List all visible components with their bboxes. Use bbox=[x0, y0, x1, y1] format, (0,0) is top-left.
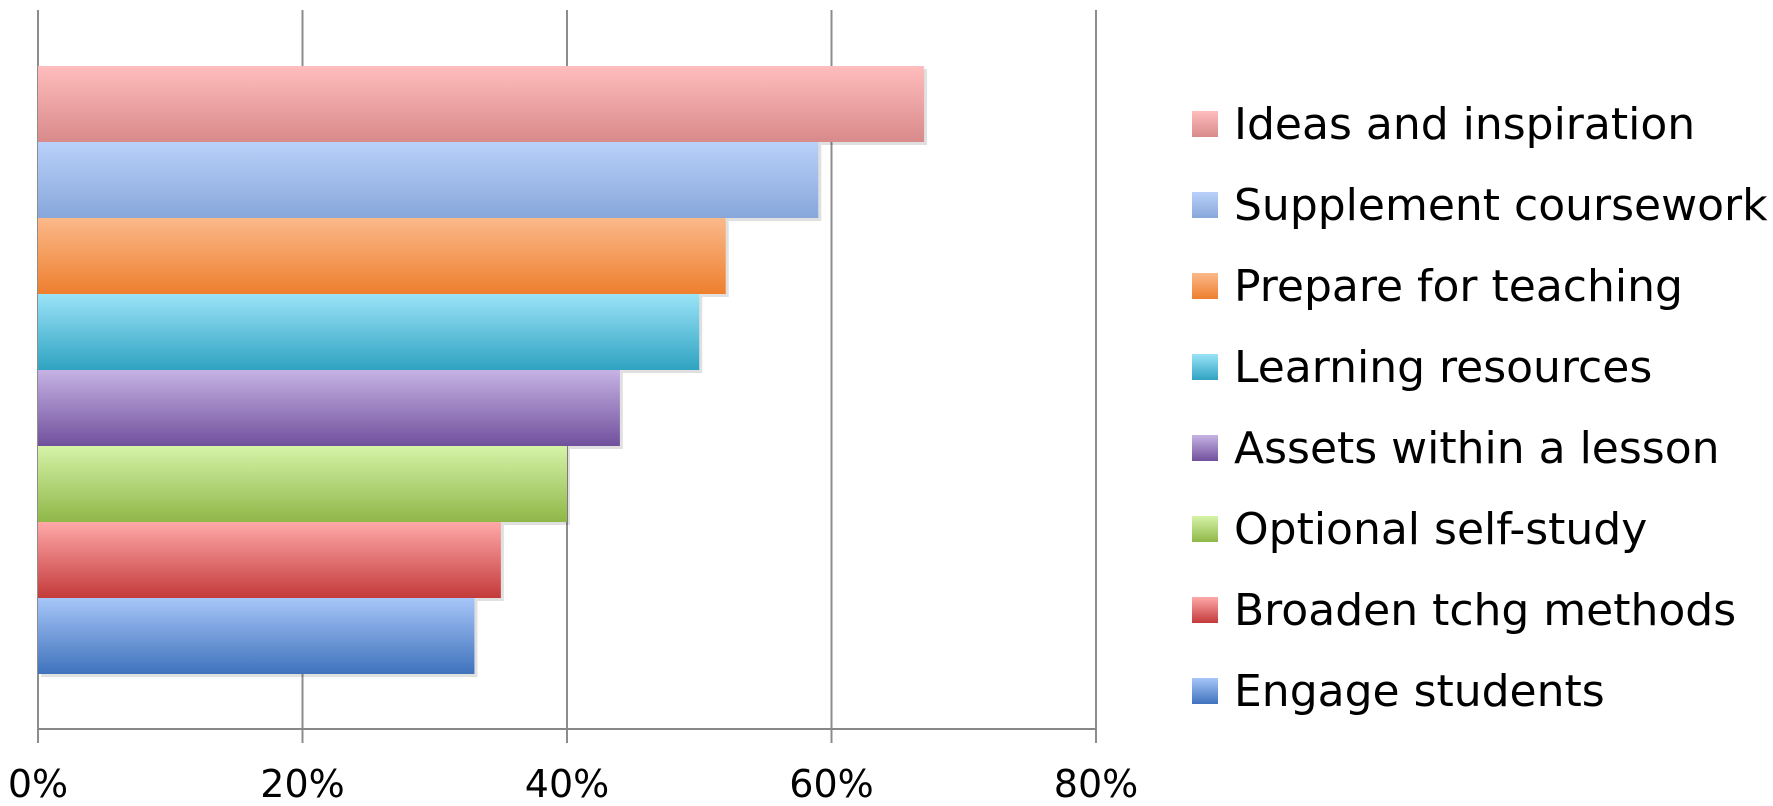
legend-swatch bbox=[1192, 597, 1218, 623]
legend-item: Supplement coursework bbox=[1192, 180, 1768, 231]
legend-swatch bbox=[1192, 435, 1218, 461]
bar-broaden-tchg-methods bbox=[38, 522, 501, 598]
bar-optional-self-study bbox=[38, 446, 567, 522]
legend-swatch bbox=[1192, 516, 1218, 542]
legend-swatch bbox=[1192, 111, 1218, 137]
legend-label: Engage students bbox=[1234, 666, 1605, 717]
bar-assets-within-a-lesson bbox=[38, 370, 620, 446]
bar-ideas-and-inspiration bbox=[38, 66, 925, 142]
legend-item: Prepare for teaching bbox=[1192, 261, 1683, 312]
legend-item: Engage students bbox=[1192, 666, 1605, 717]
x-tick-label: 60% bbox=[789, 762, 873, 806]
bars bbox=[38, 66, 928, 677]
legend-item: Assets within a lesson bbox=[1192, 423, 1720, 474]
legend-swatch bbox=[1192, 273, 1218, 299]
legend-label: Broaden tchg methods bbox=[1234, 585, 1736, 636]
legend-item: Ideas and inspiration bbox=[1192, 99, 1695, 150]
x-tick-label: 40% bbox=[525, 762, 609, 806]
legend-swatch bbox=[1192, 354, 1218, 380]
legend-label: Assets within a lesson bbox=[1234, 423, 1720, 474]
x-tick-label: 80% bbox=[1054, 762, 1138, 806]
legend-item: Broaden tchg methods bbox=[1192, 585, 1736, 636]
legend-label: Optional self-study bbox=[1234, 504, 1647, 555]
legend-label: Ideas and inspiration bbox=[1234, 99, 1695, 150]
legend-item: Learning resources bbox=[1192, 342, 1652, 393]
legend-label: Prepare for teaching bbox=[1234, 261, 1683, 312]
legend-swatch bbox=[1192, 192, 1218, 218]
x-tick-label: 0% bbox=[8, 762, 68, 806]
bar-supplement-coursework bbox=[38, 142, 819, 218]
legend-label: Learning resources bbox=[1234, 342, 1652, 393]
x-axis-tick-labels: 0% 20% 40% 60% 80% bbox=[8, 762, 1138, 806]
bar-learning-resources bbox=[38, 294, 700, 370]
legend: Ideas and inspiration Supplement coursewo… bbox=[1192, 99, 1768, 717]
legend-label: Supplement coursework bbox=[1234, 180, 1768, 231]
bar-engage-students bbox=[38, 598, 475, 674]
bar-prepare-for-teaching bbox=[38, 218, 726, 294]
legend-item: Optional self-study bbox=[1192, 504, 1647, 555]
legend-swatch bbox=[1192, 678, 1218, 704]
x-tick-label: 20% bbox=[260, 762, 344, 806]
